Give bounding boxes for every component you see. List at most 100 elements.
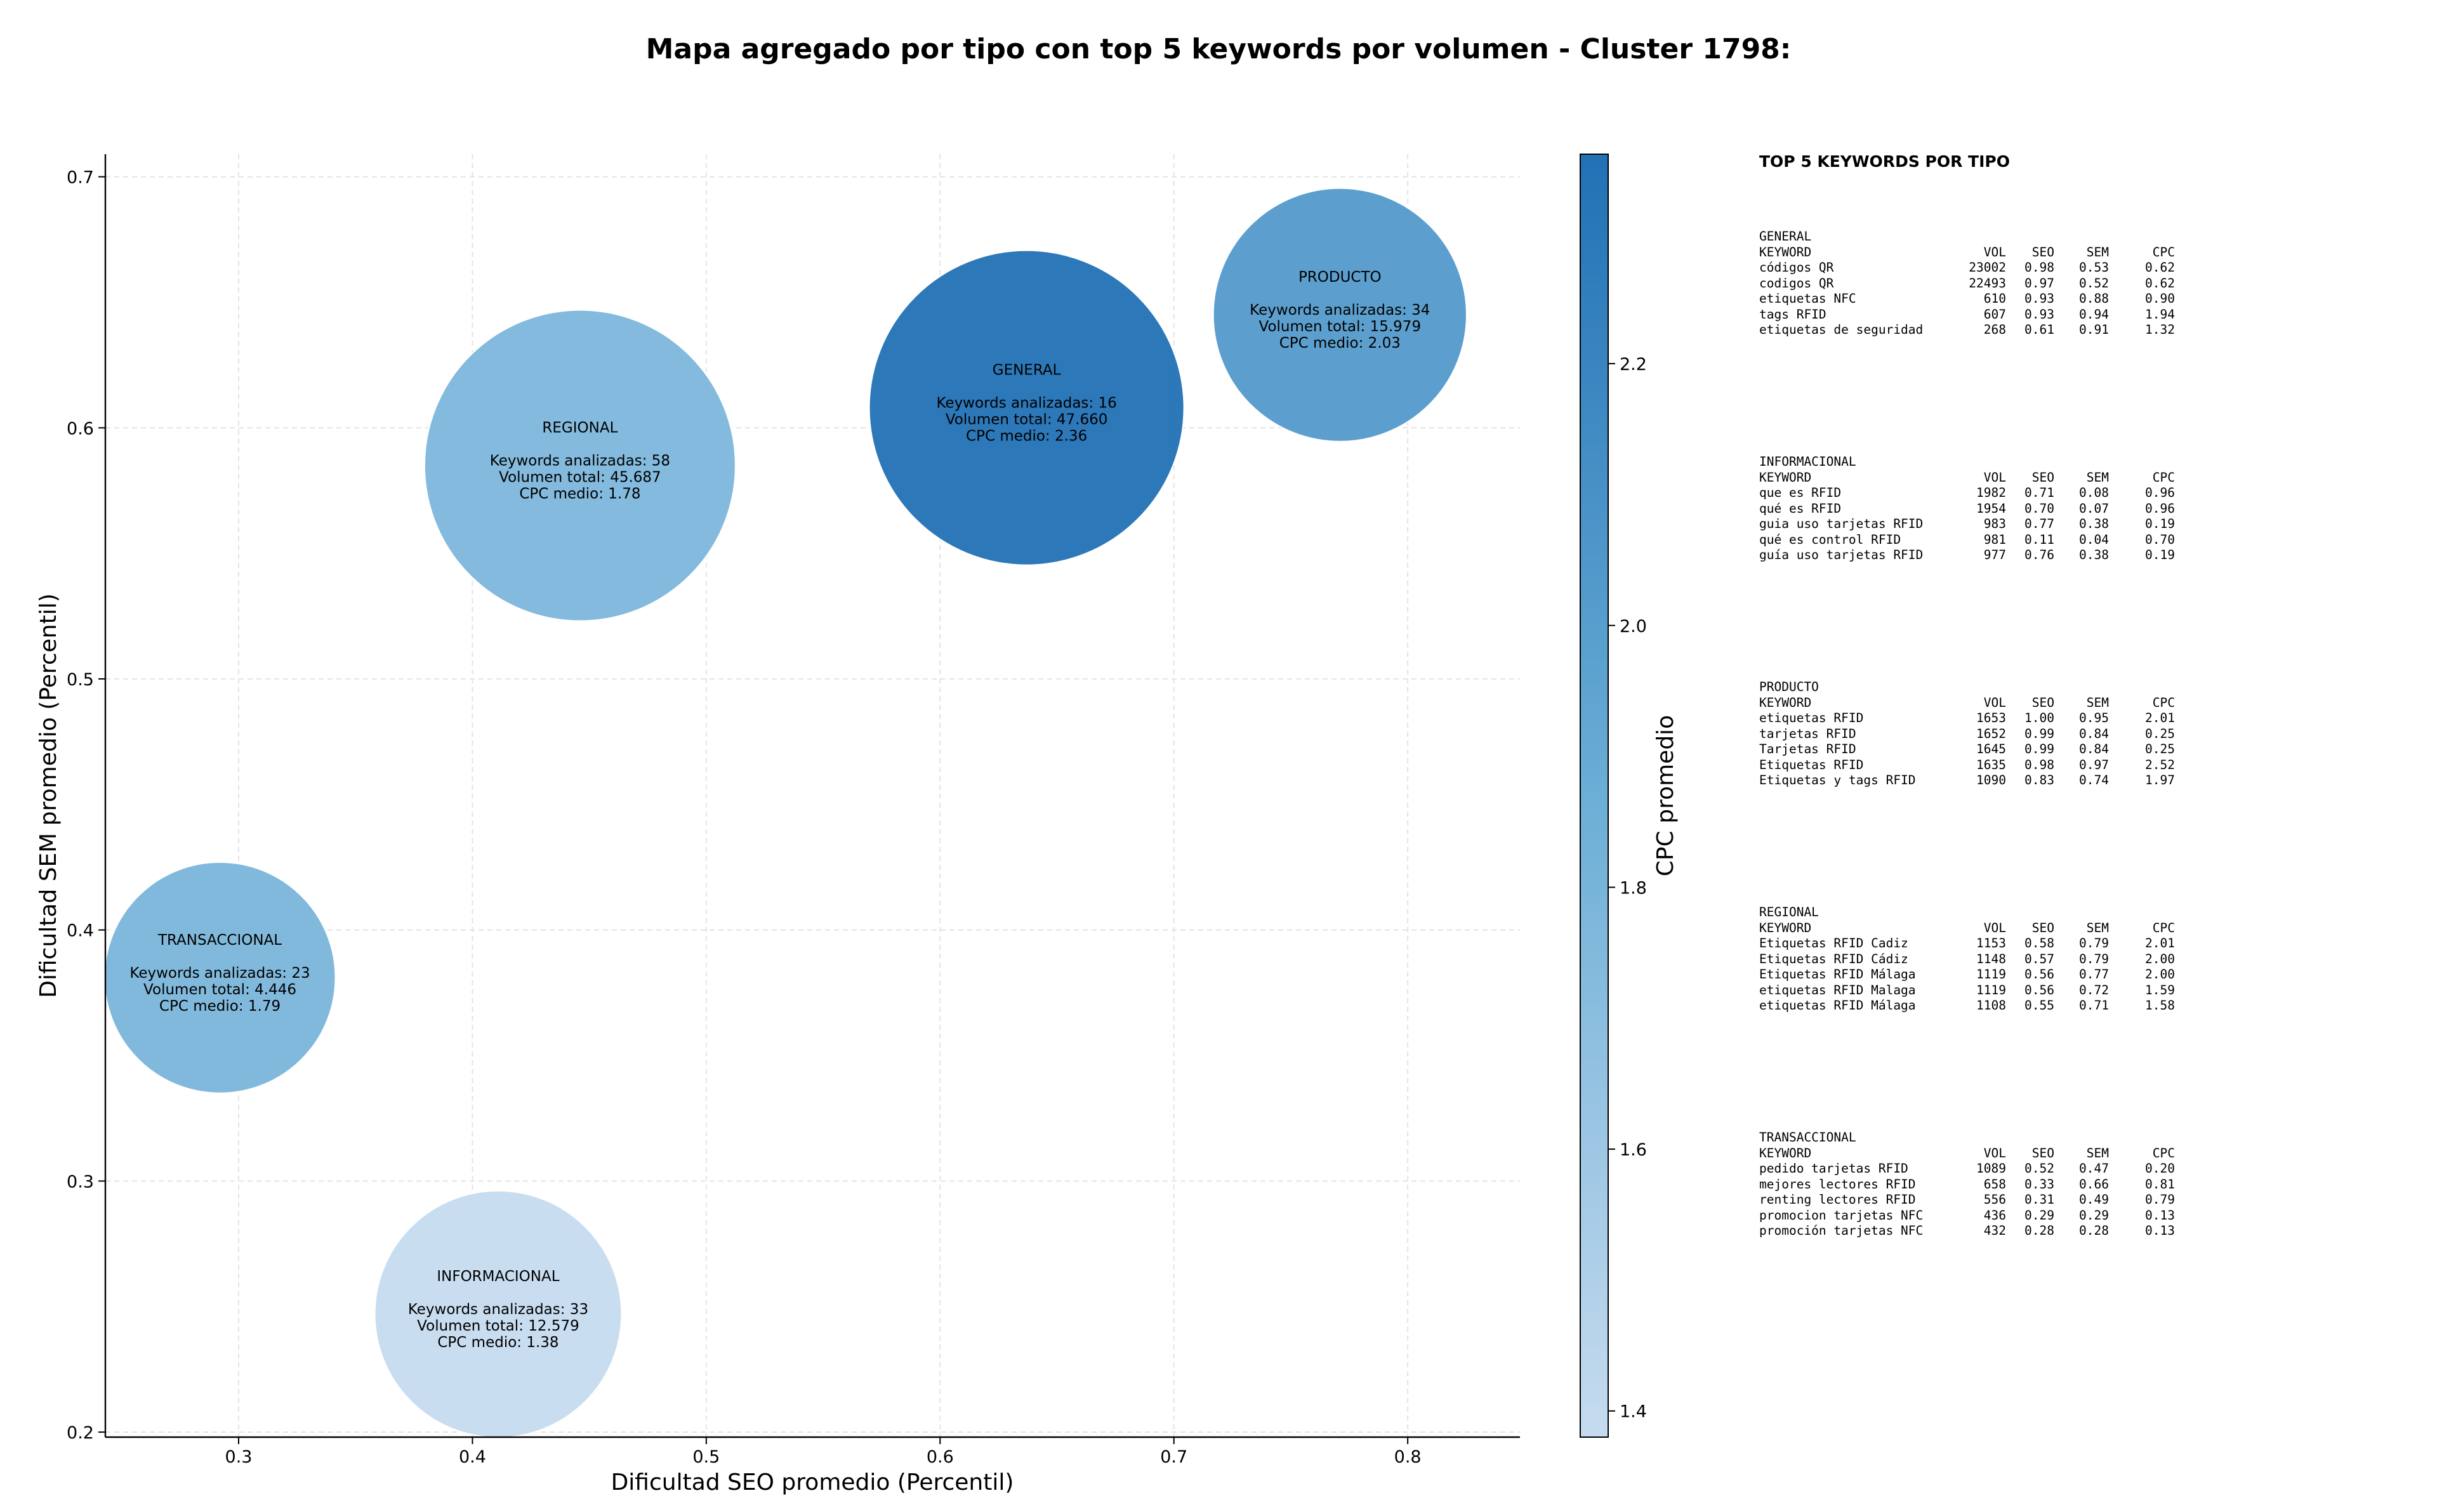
- cpc-cell: 0.62: [2145, 275, 2175, 291]
- cpc-cell: CPC: [2152, 470, 2175, 485]
- cpc-cell: 0.96: [2145, 485, 2175, 500]
- x-tick-label: 0.3: [225, 1447, 253, 1467]
- vol-cell: 1108: [1976, 998, 2006, 1013]
- x-tick-label: 0.6: [927, 1447, 954, 1467]
- vol-cell: 1982: [1976, 485, 2006, 500]
- bubble-volume-label: Volumen total: 4.446: [143, 982, 296, 998]
- seo-cell: 0.56: [2024, 982, 2054, 997]
- keyword-cell: tarjetas RFID: [1759, 726, 1856, 741]
- vol-cell: VOL: [1983, 695, 2006, 710]
- bubble-count-label: Keywords analizadas: 58: [490, 453, 670, 470]
- sem-cell: 0.49: [2079, 1192, 2109, 1207]
- bubble-count-label: Keywords analizadas: 33: [408, 1301, 588, 1318]
- keyword-cell: promocion tarjetas NFC: [1759, 1207, 1924, 1223]
- vol-cell: 1635: [1976, 757, 2006, 772]
- cpc-cell: 2.52: [2145, 757, 2175, 772]
- sem-cell: 0.94: [2079, 306, 2109, 322]
- vol-cell: 1652: [1976, 726, 2006, 741]
- sem-cell: 0.53: [2079, 260, 2109, 275]
- y-tick-label: 0.3: [67, 1172, 94, 1192]
- vol-cell: VOL: [1983, 244, 2006, 260]
- bubble-count-label: Keywords analizadas: 23: [129, 965, 310, 982]
- sem-cell: 0.84: [2079, 726, 2109, 741]
- keyword-table-transaccional: TRANSACCIONAL KEYWORD VOL SEO SEM CPC pedido t…: [1759, 1130, 2203, 1239]
- sem-cell: 0.71: [2079, 998, 2109, 1013]
- seo-cell: 0.55: [2024, 998, 2054, 1013]
- y-tick-label: 0.4: [67, 921, 94, 941]
- bubble-type-label: PRODUCTO: [1298, 269, 1382, 286]
- bubble-cpc-label: CPC medio: 1.79: [159, 998, 281, 1015]
- bubble-circle: [103, 861, 336, 1094]
- cpc-cell: CPC: [2152, 920, 2175, 935]
- vol-cell: 607: [1983, 306, 2006, 322]
- sem-cell: 0.29: [2079, 1207, 2109, 1223]
- cpc-cell: 0.19: [2145, 548, 2175, 562]
- keyword-cell: etiquetas de seguridad: [1759, 322, 1924, 337]
- bubble-type-label: REGIONAL: [542, 420, 618, 437]
- sem-cell: SEM: [2086, 1145, 2109, 1160]
- cpc-cell: 0.96: [2145, 501, 2175, 516]
- sem-cell: 0.84: [2079, 742, 2109, 756]
- vol-cell: 1119: [1976, 967, 2006, 982]
- y-tick-label: 0.2: [67, 1423, 94, 1443]
- seo-cell: 0.70: [2024, 501, 2054, 516]
- x-axis-label: Dificultad SEO promedio (Percentil): [611, 1469, 1014, 1496]
- keyword-cell: Etiquetas y tags RFID: [1759, 773, 1916, 787]
- table-type-heading: PRODUCTO: [1759, 680, 1819, 694]
- table-type-heading: GENERAL: [1759, 229, 1812, 244]
- seo-cell: 0.83: [2024, 773, 2054, 787]
- keyword-cell: etiquetas NFC: [1759, 291, 1856, 306]
- keyword-cell: qué es RFID: [1759, 501, 1842, 516]
- vol-cell: 1119: [1976, 982, 2006, 997]
- vol-cell: 983: [1983, 516, 2006, 531]
- seo-cell: SEO: [2031, 470, 2054, 485]
- sem-cell: 0.79: [2079, 951, 2109, 966]
- seo-cell: 0.58: [2024, 936, 2054, 950]
- bubble-circle: [868, 249, 1185, 566]
- keyword-cell: Etiquetas RFID Cadiz: [1759, 936, 1908, 950]
- keyword-cell: codigos QR: [1759, 275, 1834, 291]
- cpc-cell: 0.90: [2145, 291, 2175, 306]
- keyword-cell: guia uso tarjetas RFID: [1759, 516, 1924, 531]
- y-tick-label: 0.5: [67, 670, 94, 690]
- keyword-cell: renting lectores RFID: [1759, 1192, 1916, 1207]
- table-row: etiquetas RFID Malaga 1119 0.56 0.72 1.59: [1759, 983, 2203, 999]
- vol-cell: 610: [1983, 291, 2006, 306]
- table-row: tags RFID 607 0.93 0.94 1.94: [1759, 307, 2203, 323]
- vol-cell: VOL: [1983, 920, 2006, 935]
- seo-cell: 0.98: [2024, 757, 2054, 772]
- table-type-heading: TRANSACCIONAL: [1759, 1130, 1856, 1145]
- keyword-cell: pedido tarjetas RFID: [1759, 1161, 1908, 1176]
- sem-cell: 0.28: [2079, 1223, 2109, 1238]
- seo-cell: SEO: [2031, 244, 2054, 260]
- keyword-cell: Etiquetas RFID Málaga: [1759, 967, 1916, 982]
- seo-cell: 0.57: [2024, 951, 2054, 966]
- sem-cell: 0.77: [2079, 967, 2109, 982]
- seo-cell: SEO: [2031, 1145, 2054, 1160]
- vol-cell: 1653: [1976, 711, 2006, 725]
- sem-cell: 0.74: [2079, 773, 2109, 787]
- keyword-cell: mejores lectores RFID: [1759, 1176, 1916, 1192]
- keyword-table-producto: PRODUCTO KEYWORD VOL SEO SEM CPC etiquetas RFI…: [1759, 680, 2203, 789]
- vol-cell: 1153: [1976, 936, 2006, 950]
- table-row: etiquetas RFID 1653 1.00 0.95 2.01: [1759, 711, 2203, 726]
- bubble-volume-label: Volumen total: 45.687: [499, 470, 661, 486]
- colorbar: 1.4 1.6 1.8 2.0 2.2 CPC promedio: [1580, 154, 1679, 1438]
- vol-cell: 1090: [1976, 773, 2006, 787]
- seo-cell: SEO: [2031, 695, 2054, 710]
- keyword-cell: Etiquetas RFID: [1759, 757, 1864, 772]
- bubble-circle: [1212, 187, 1467, 442]
- sem-cell: 0.47: [2079, 1161, 2109, 1176]
- table-row: renting lectores RFID 556 0.31 0.49 0.79: [1759, 1192, 2203, 1208]
- cpc-cell: CPC: [2152, 244, 2175, 260]
- x-tick-label: 0.4: [459, 1447, 486, 1467]
- seo-cell: 0.28: [2024, 1223, 2054, 1238]
- seo-cell: 0.31: [2024, 1192, 2054, 1207]
- seo-cell: 0.77: [2024, 516, 2054, 531]
- cpc-cell: 2.01: [2145, 936, 2175, 950]
